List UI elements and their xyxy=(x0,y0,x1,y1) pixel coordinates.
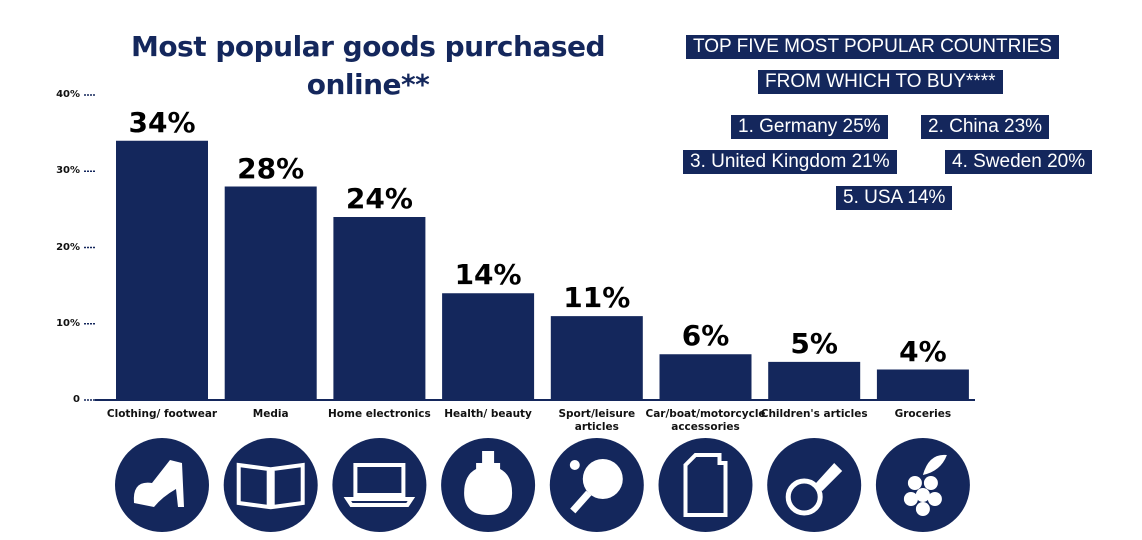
y-tick-label: 10% xyxy=(56,317,80,329)
x-tick-label: Media xyxy=(252,408,289,420)
annotation: 2. China 23% xyxy=(921,115,1050,139)
icon-shape xyxy=(236,462,305,510)
x-tick-label: Car/boat/motorcycle accessories xyxy=(645,408,766,433)
annotation: 1. Germany 25% xyxy=(731,115,888,139)
category-icon xyxy=(658,438,753,532)
y-tick-label: 0 xyxy=(73,394,80,405)
icon-shape xyxy=(903,492,918,506)
bar xyxy=(550,316,643,400)
icon-shape xyxy=(814,463,843,491)
annotation: FROM WHICH TO BUY**** xyxy=(758,70,1003,94)
annotation: 5. USA 14% xyxy=(836,186,953,210)
value-label: 4% xyxy=(899,334,947,368)
value-label: 28% xyxy=(237,151,305,185)
x-tick-label: Clothing/ footwear xyxy=(106,408,218,420)
icon-shape xyxy=(683,453,728,517)
icon-shape xyxy=(582,459,623,499)
icon-shape xyxy=(915,488,930,502)
bar xyxy=(116,140,208,400)
x-tick-label: Groceries xyxy=(894,408,952,420)
icon-shape xyxy=(343,463,416,507)
icon-shape xyxy=(133,460,184,507)
bar xyxy=(768,361,861,400)
bar xyxy=(224,186,317,400)
y-tick-label: 30% xyxy=(56,165,80,177)
icon-shape xyxy=(907,476,922,490)
bar xyxy=(333,217,426,400)
icon-shape xyxy=(569,460,580,470)
y-tick-label: 20% xyxy=(56,241,80,253)
bar xyxy=(442,293,535,400)
icon-shape xyxy=(923,476,938,490)
category-icon xyxy=(875,438,970,532)
icon-shape xyxy=(915,502,930,516)
value-label: 11% xyxy=(563,281,631,315)
chart-title: Most popular goods purchased online** xyxy=(130,30,606,101)
x-tick-label: Sport/leisure articles xyxy=(558,408,636,433)
value-label: 24% xyxy=(345,182,413,215)
y-tick-label: 40% xyxy=(56,89,80,100)
icon-shape xyxy=(570,490,592,514)
x-tick-label: Home electronics xyxy=(328,408,431,420)
value-label: 34% xyxy=(128,105,196,139)
x-tick-label: Health/ beauty xyxy=(444,408,532,420)
value-label: 6% xyxy=(681,319,730,353)
icon-shape xyxy=(927,492,942,506)
bar xyxy=(876,369,969,400)
value-label: 14% xyxy=(454,258,522,292)
annotation: 4. Sweden 20% xyxy=(945,150,1093,174)
annotation: 3. United Kingdom 21% xyxy=(683,150,897,174)
bar xyxy=(659,354,752,400)
icon-shape xyxy=(785,478,823,516)
icon-shape xyxy=(922,454,947,475)
category-icon xyxy=(332,438,427,532)
annotation: TOP FIVE MOST POPULAR COUNTRIES xyxy=(686,35,1059,59)
icon-shape xyxy=(464,451,513,515)
x-tick-label: Children's articles xyxy=(760,408,868,420)
value-label: 5% xyxy=(790,326,838,360)
